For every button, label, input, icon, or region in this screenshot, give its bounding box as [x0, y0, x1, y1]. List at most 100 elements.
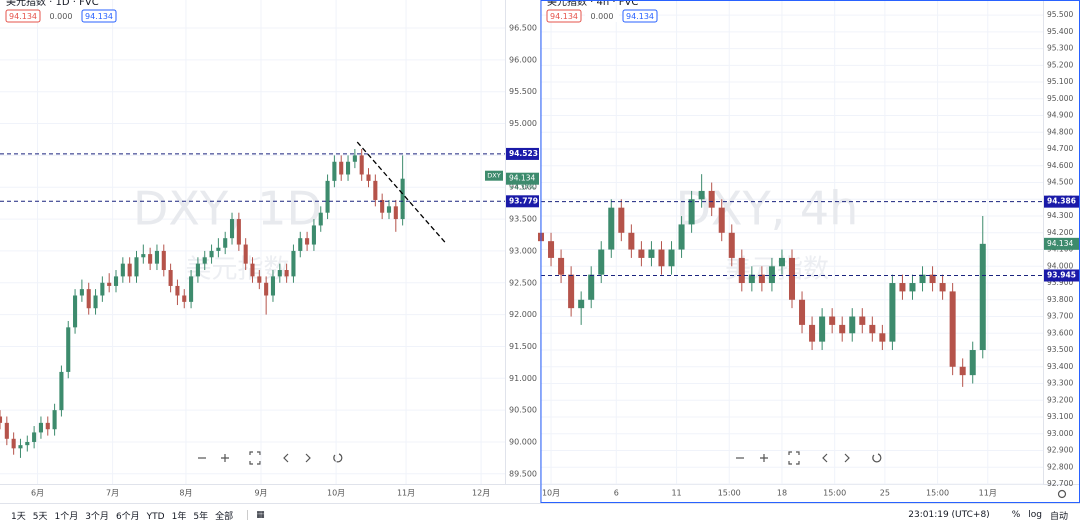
symbol-tag: DXY	[487, 172, 500, 180]
candle-body	[236, 219, 241, 245]
candle-body	[100, 282, 105, 296]
y-tick-label: 94.200	[1047, 228, 1073, 237]
x-tick-label: 10月	[542, 489, 560, 498]
candle-body	[809, 324, 816, 342]
y-tick-label: 91.500	[509, 342, 537, 351]
fullscreen[interactable]	[249, 451, 261, 465]
candle-body	[969, 350, 976, 376]
range-button[interactable]: 全部	[215, 511, 234, 522]
range-button[interactable]: 5天	[32, 511, 48, 522]
clock: 23:01:19 (UTC+8)	[908, 510, 990, 520]
level-tag	[506, 195, 539, 208]
candle-body	[45, 422, 50, 430]
legend-value: 0.000	[591, 12, 614, 21]
range-button[interactable]: 6个月	[115, 511, 140, 522]
scroll-right[interactable]	[844, 453, 850, 463]
range-button[interactable]: YTD	[146, 511, 165, 522]
candle-body	[79, 289, 84, 296]
range-button[interactable]: 3个月	[85, 511, 109, 522]
legend-value: 94.134	[85, 12, 113, 21]
fullscreen[interactable]	[788, 451, 800, 465]
candle-body	[718, 207, 725, 233]
range-button[interactable]: 5年	[193, 511, 209, 522]
y-tick-label: 94.800	[1047, 127, 1073, 136]
candle-body	[264, 282, 269, 296]
range-button[interactable]: 1年	[171, 511, 187, 522]
candle-body	[11, 438, 16, 449]
y-tick-label: 94.000	[1047, 261, 1073, 270]
auto-button[interactable]: 自动	[1049, 511, 1068, 522]
percent-button[interactable]: %	[1011, 510, 1021, 520]
x-tick-label: 8月	[179, 489, 192, 498]
candle-body	[168, 270, 173, 286]
y-tick-label: 93.800	[1047, 295, 1073, 304]
y-tick-label: 96.000	[509, 55, 537, 64]
level-label: 94.523	[509, 149, 538, 158]
candle-body	[849, 316, 856, 334]
candle-body	[778, 257, 785, 267]
settings[interactable]	[1057, 489, 1067, 499]
scroll-left[interactable]	[283, 453, 289, 463]
candle-body	[758, 274, 765, 284]
calendar-icon[interactable]: ▦	[247, 510, 265, 520]
range-button[interactable]: 1天	[11, 511, 26, 522]
candle-body	[52, 410, 57, 430]
candle-body	[25, 441, 30, 446]
y-tick-label: 91.000	[509, 374, 537, 383]
last-price-tag	[506, 172, 539, 185]
candle-body	[270, 276, 276, 296]
candle-body	[748, 274, 755, 284]
y-tick-label: 93.400	[1047, 362, 1073, 371]
last-price-tag	[1044, 237, 1079, 250]
y-tick-label: 95.500	[1047, 10, 1073, 19]
range-button[interactable]: 1个月	[54, 511, 79, 522]
y-tick-label: 95.000	[1047, 94, 1073, 103]
y-tick-label: 96.500	[509, 24, 537, 33]
x-tick-label: 6月	[31, 489, 44, 498]
legend-value: 0.000	[50, 12, 73, 21]
reset[interactable]	[872, 453, 882, 463]
zoom-in[interactable]	[760, 454, 768, 462]
candle-body	[325, 180, 330, 213]
x-tick-label: 15:00	[718, 489, 741, 498]
candle-body	[223, 238, 228, 248]
y-tick-label: 93.300	[1047, 379, 1073, 388]
candle-body	[949, 291, 956, 367]
candle-body	[359, 155, 364, 175]
legend-box	[44, 10, 78, 22]
log-button[interactable]: log	[1028, 510, 1042, 520]
candle-body	[59, 371, 64, 411]
candle-body	[120, 263, 125, 277]
scroll-left[interactable]	[822, 453, 828, 463]
candle-body	[141, 254, 146, 258]
candle-body	[134, 257, 139, 277]
candle-body	[879, 333, 886, 342]
y-tick-label: 94.300	[1047, 211, 1073, 220]
candle-body	[209, 250, 214, 258]
candle-body	[161, 250, 166, 271]
candle-body	[229, 219, 235, 239]
level-label: 93.945	[1047, 270, 1076, 279]
candle-body	[305, 238, 310, 245]
candle-body	[558, 257, 565, 275]
level-tag	[506, 147, 539, 160]
candle-body	[708, 190, 715, 208]
x-tick-label: 9月	[254, 489, 267, 498]
y-tick-label: 92.000	[509, 310, 537, 319]
candle-body	[93, 295, 98, 309]
scroll-right[interactable]	[305, 453, 311, 463]
zoom-in[interactable]	[221, 454, 229, 462]
candle-body	[113, 276, 119, 286]
y-tick-label: 95.500	[509, 87, 537, 96]
charts: 89.500 90.000 90.500 91.000 91.500 92.000 92.5…	[0, 0, 1080, 503]
x-tick-label: 15:00	[823, 489, 846, 498]
x-tick-label: 11月	[397, 489, 415, 498]
reset[interactable]	[333, 453, 343, 463]
candle-body	[277, 270, 282, 277]
candle-body	[243, 244, 248, 264]
candle-body	[127, 263, 132, 277]
zoom-controls[interactable]	[198, 451, 1067, 499]
candle-body	[373, 180, 378, 200]
y-tick-label: 93.100	[1047, 412, 1073, 421]
candle-body	[352, 155, 357, 162]
